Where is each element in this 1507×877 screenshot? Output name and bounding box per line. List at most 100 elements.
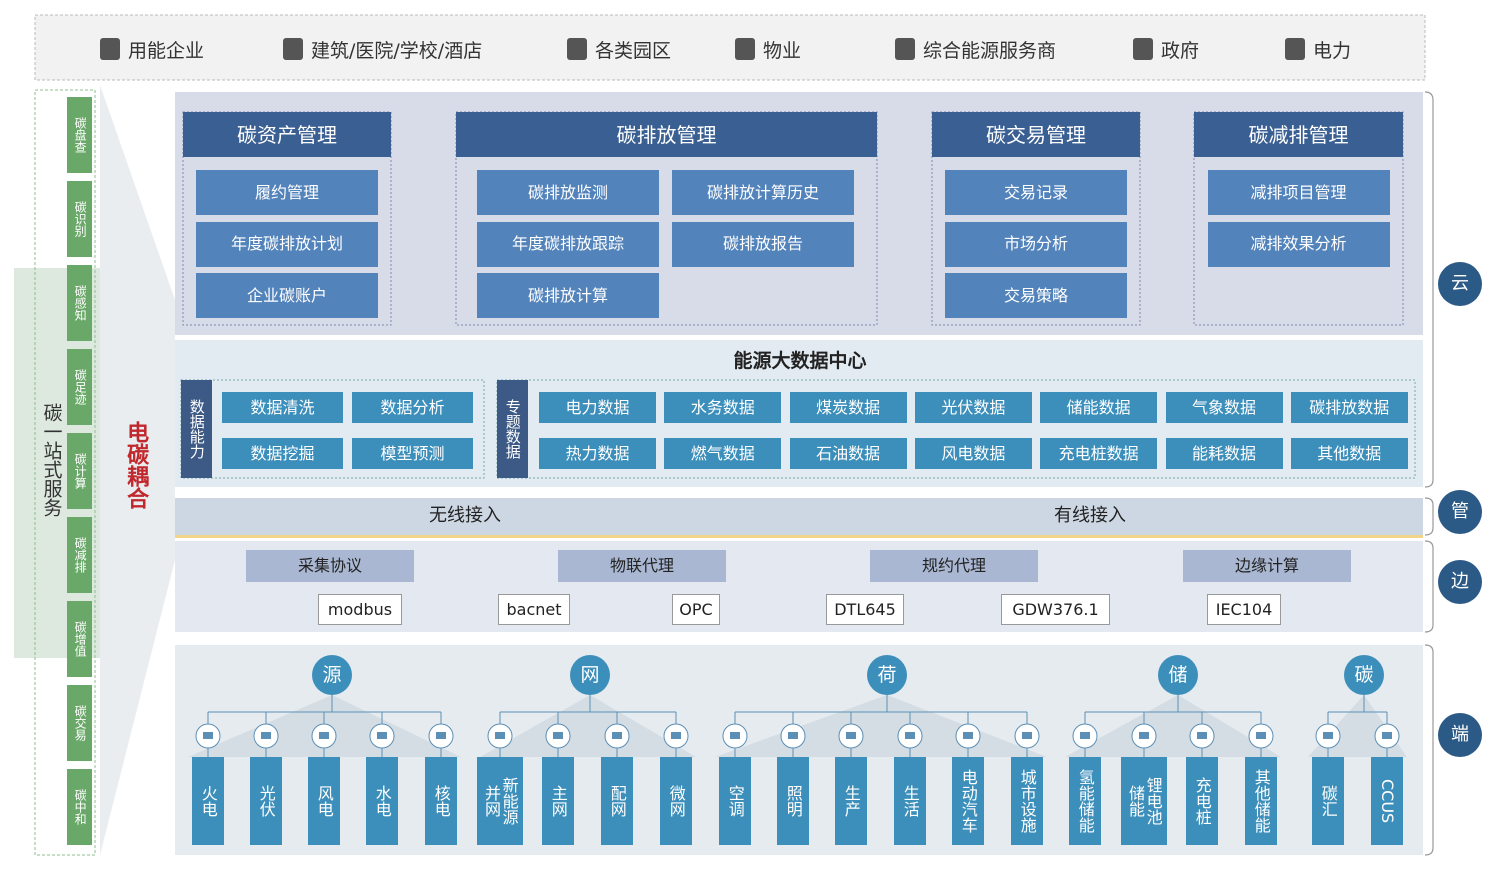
end-item: 微网 [660,757,692,845]
node-icon [1139,732,1149,739]
side-item: 碳计算 [67,433,92,509]
group-label-text: 荷 [877,663,897,686]
topic-item-text: 光伏数据 [941,397,1006,417]
pipe-item: 有线接入 [990,500,1190,532]
protocol: modbus [318,594,402,625]
edge-category-text: 采集协议 [297,556,362,576]
layer-label-text: 端 [1451,724,1469,746]
node-icon [846,732,856,739]
end-item-text: 新能源并网 [482,776,519,825]
group-item: 碳排放监测 [477,170,659,215]
end-item: 风电 [308,757,340,845]
topic-item: 热力数据 [539,438,656,469]
group-label: 储 [1158,655,1198,695]
layer-label-text: 边 [1451,571,1469,593]
side-item-text: 碳减排 [73,537,88,573]
topic-item-text: 电力数据 [565,397,630,417]
group-item-text: 交易记录 [1003,182,1068,202]
layer-label-text: 管 [1451,501,1469,523]
end-item: 主网 [542,757,574,845]
topic-item-text: 燃气数据 [690,443,755,463]
side-frame [34,89,96,856]
icon [735,38,755,60]
end-item: 生产 [835,757,867,845]
group-title: 碳排放管理 [456,112,877,157]
group-title-text: 碳交易管理 [986,122,1086,147]
node-icon [905,732,915,739]
side-item: 碳识别 [67,181,92,257]
group-item-text: 企业碳账户 [246,285,327,305]
top-item: 综合能源服务商 [923,30,1163,72]
group-badge [867,655,907,695]
side-item-text: 碳中和 [73,789,88,825]
top-item-text: 综合能源服务商 [923,39,1057,62]
topic-item-text: 充电桩数据 [1058,443,1139,463]
node-icon [671,732,681,739]
group-item: 市场分析 [945,221,1127,267]
edge-category-text: 边缘计算 [1234,556,1299,576]
node-icon [1197,732,1207,739]
end-item: 水电 [366,757,398,845]
end-item-text: 配网 [607,785,627,817]
group-label: 源 [312,655,352,695]
group-item: 碳排放计算 [477,273,659,318]
data-title-text: 能源大数据中心 [733,349,867,372]
coupling-label-text: 电碳耦合 [123,421,149,509]
group-item-text: 履约管理 [254,182,319,202]
edge-category-text: 规约代理 [921,556,986,576]
end-item: 核电 [425,757,457,845]
group-item: 减排项目管理 [1207,170,1390,215]
side-title: 碳一站式服务 [36,380,66,540]
group-item: 企业碳账户 [196,273,378,318]
end-item: CCUS [1371,757,1403,845]
end-item-text: 微网 [666,785,686,817]
topic-item-text: 风电数据 [941,443,1006,463]
node-icon [203,732,213,739]
group-label-text: 源 [322,663,342,686]
protocol-text: modbus [327,599,393,619]
topic-item: 电力数据 [539,392,656,423]
end-item-text: 其他储能 [1251,769,1271,833]
topic-item: 燃气数据 [664,438,782,469]
layer-label-text: 云 [1451,273,1469,295]
topic-item: 煤炭数据 [789,392,907,423]
side-item: 碳盘查 [67,97,92,173]
group-label: 荷 [867,655,907,695]
end-item: 生活 [894,757,926,845]
group-label-text: 储 [1168,663,1188,686]
node-icon [495,732,505,739]
topic-item-text: 其他数据 [1317,443,1382,463]
side-item-text: 碳感知 [73,285,88,321]
protocol: IEC104 [1207,594,1281,625]
layer-badge [1438,490,1482,534]
bracket [1424,644,1434,856]
topic-item-text: 煤炭数据 [816,397,881,417]
layer-label: 云 [1438,262,1482,306]
top-item-text: 政府 [1161,39,1200,62]
group-item-text: 减排项目管理 [1250,182,1347,202]
group-title-text: 碳减排管理 [1248,122,1349,147]
top-item-text: 建筑/医院/学校/酒店 [311,39,483,62]
group-label: 碳 [1344,655,1384,695]
group-item: 年度碳排放跟踪 [477,221,659,267]
side-item: 碳增值 [67,601,92,677]
end-item-text: 风电 [314,785,334,817]
end-item-text: 核电 [431,785,451,817]
protocol-text: GDW376.1 [1012,599,1099,619]
topic-item: 储能数据 [1040,392,1158,423]
group-item-text: 年度碳排放跟踪 [511,234,624,254]
capability-item: 数据分析 [352,392,473,423]
capability-item: 数据清洗 [222,392,343,423]
wedge [100,85,175,855]
top-item-text: 各类园区 [595,39,672,62]
group-badge [570,655,610,695]
end-item-text: 照明 [783,785,803,817]
edge-category: 边缘计算 [1183,550,1351,582]
end-item: 其他储能 [1245,757,1277,845]
side-item: 碳交易 [67,685,92,761]
end-item: 碳汇 [1312,757,1344,845]
layer-label: 边 [1438,560,1482,604]
protocol-text: DTL645 [834,599,896,619]
topic-label-text: 专题数据 [503,399,522,459]
capability-item-text: 数据分析 [380,397,445,417]
